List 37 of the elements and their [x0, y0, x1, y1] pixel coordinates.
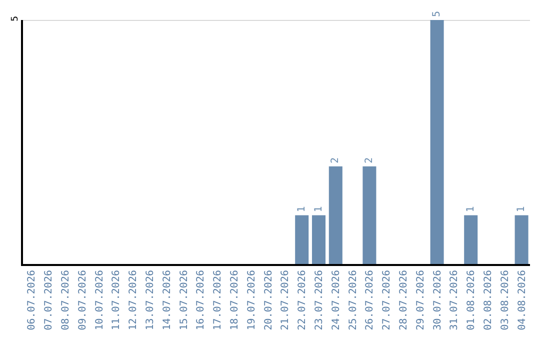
- x-tick-label: 12.07.2026: [128, 270, 140, 330]
- x-tick-label: 07.07.2026: [44, 270, 55, 330]
- x-tick-label: 28.07.2026: [398, 270, 410, 330]
- x-tick-label: 03.08.2026: [500, 270, 511, 330]
- x-tick-label: 18.07.2026: [230, 270, 240, 330]
- x-tick-label: 31.07.2026: [449, 270, 460, 330]
- x-tick-label: 17.07.2026: [212, 270, 224, 330]
- x-tick-label: 15.07.2026: [178, 270, 190, 330]
- data-label: 1: [296, 206, 308, 212]
- x-tick-label: 04.08.2026: [516, 270, 528, 330]
- data-label: 1: [516, 206, 528, 212]
- x-tick-label: 19.07.2026: [246, 270, 258, 330]
- data-label: 5: [432, 10, 443, 17]
- x-tick-label: 23.07.2026: [314, 270, 325, 330]
- x-tick-label: 22.07.2026: [297, 270, 308, 330]
- x-tick-label: 21.07.2026: [280, 270, 292, 330]
- x-tick-label: 06.07.2026: [26, 270, 38, 330]
- x-tick-label: 30.07.2026: [432, 270, 444, 330]
- data-label: 2: [330, 157, 342, 164]
- data-label: 1: [465, 206, 476, 212]
- x-tick-label: 26.07.2026: [364, 270, 376, 330]
- x-tick-label: 27.07.2026: [382, 270, 393, 330]
- x-tick-label: 24.07.2026: [330, 270, 342, 330]
- data-label: 1: [313, 206, 324, 212]
- x-tick-label: 10.07.2026: [94, 270, 106, 330]
- x-tick-label: 16.07.2026: [196, 270, 207, 330]
- x-tick-label: 11.07.2026: [111, 270, 122, 330]
- x-tick-label: 13.07.2026: [145, 270, 156, 330]
- x-tick-label: 02.08.2026: [483, 270, 494, 330]
- x-tick-label: 01.08.2026: [466, 270, 478, 330]
- x-tick-label: 08.07.2026: [60, 270, 72, 330]
- x-tick-label: 29.07.2026: [415, 270, 426, 330]
- data-label: 2: [364, 157, 375, 164]
- x-tick-label: 25.07.2026: [348, 270, 359, 330]
- x-tick-label: 14.07.2026: [162, 270, 173, 330]
- x-tick-label: 20.07.2026: [263, 270, 274, 330]
- x-tick-label: 09.07.2026: [77, 270, 88, 330]
